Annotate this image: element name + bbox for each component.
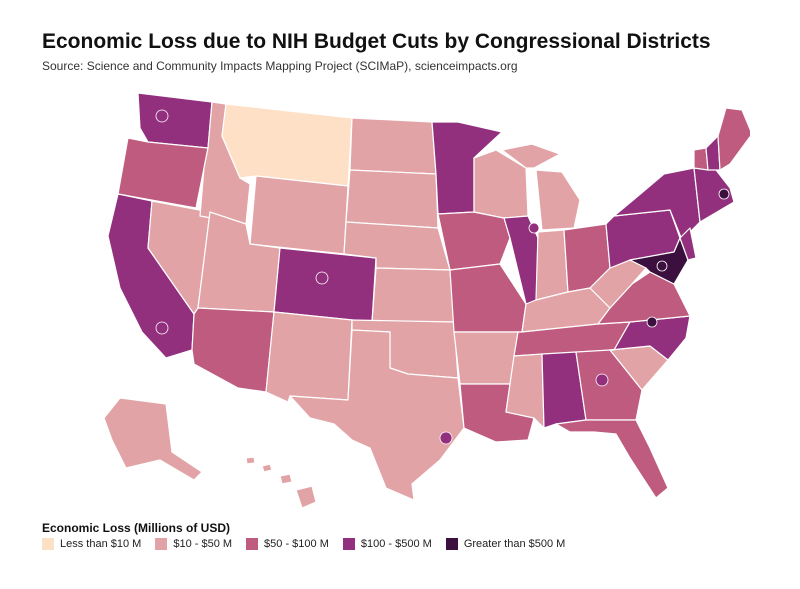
map-title: Economic Loss due to NIH Budget Cuts by … (42, 30, 711, 53)
legend-label: $50 - $100 M (264, 538, 329, 550)
map-subtitle: Source: Science and Community Impacts Ma… (42, 59, 518, 73)
region-colorado[interactable] (273, 247, 377, 323)
legend-label: Less than $10 M (60, 538, 142, 550)
region-texas[interactable] (289, 329, 465, 501)
region-georgia[interactable] (575, 349, 643, 421)
district-chicago[interactable] (528, 222, 540, 234)
legend-swatch (42, 538, 54, 550)
region-montana[interactable] (221, 103, 353, 187)
district-denver[interactable] (315, 271, 329, 285)
legend-swatch (155, 538, 168, 550)
district-houston[interactable] (439, 431, 453, 445)
district-atlanta[interactable] (595, 373, 609, 387)
district-los-angeles[interactable] (155, 321, 169, 335)
legend-label: $10 - $50 M (173, 538, 233, 550)
legend-label: Greater than $500 M (463, 538, 566, 550)
region-hawaii-big[interactable] (295, 485, 317, 509)
legend-item: Greater than $500 M (445, 538, 566, 550)
region-hawaii-kauai[interactable] (245, 456, 256, 465)
legend-item: Less than $10 M (42, 538, 141, 550)
legend-title: Economic Loss (Millions of USD) (42, 521, 231, 535)
region-new-mexico[interactable] (265, 311, 353, 403)
region-hawaii-oahu[interactable] (261, 463, 273, 473)
region-north-dakota[interactable] (349, 117, 437, 175)
region-hawaii-maui[interactable] (279, 473, 293, 485)
district-seattle[interactable] (155, 109, 169, 123)
region-south-dakota[interactable] (345, 169, 439, 229)
legend: Less than $10 M $10 - $50 M $50 - $100 M… (42, 538, 579, 550)
legend-item: $50 - $100 M (246, 538, 329, 550)
region-michigan[interactable] (535, 169, 581, 231)
region-missouri[interactable] (449, 263, 527, 333)
region-wyoming[interactable] (249, 175, 349, 255)
region-indiana[interactable] (535, 229, 569, 301)
region-michigan-up[interactable] (501, 143, 561, 169)
region-new-jersey[interactable] (679, 227, 697, 261)
legend-item: $100 - $500 M (342, 538, 432, 550)
region-washington[interactable] (137, 92, 213, 149)
us-district-map (103, 92, 750, 509)
district-baltimore[interactable] (656, 260, 668, 272)
region-arizona[interactable] (191, 307, 275, 393)
legend-swatch (246, 538, 259, 550)
region-maine[interactable] (717, 107, 750, 171)
region-iowa[interactable] (437, 211, 511, 271)
district-durham[interactable] (646, 316, 658, 328)
region-florida[interactable] (555, 419, 669, 499)
region-alaska[interactable] (103, 397, 203, 481)
region-kansas[interactable] (371, 267, 455, 323)
region-maryland[interactable] (629, 237, 689, 285)
legend-swatch (445, 538, 458, 550)
legend-swatch (342, 538, 355, 550)
district-boston[interactable] (718, 188, 730, 200)
legend-label: $100 - $500 M (360, 538, 432, 550)
legend-item: $10 - $50 M (155, 538, 232, 550)
region-arkansas[interactable] (453, 331, 519, 385)
